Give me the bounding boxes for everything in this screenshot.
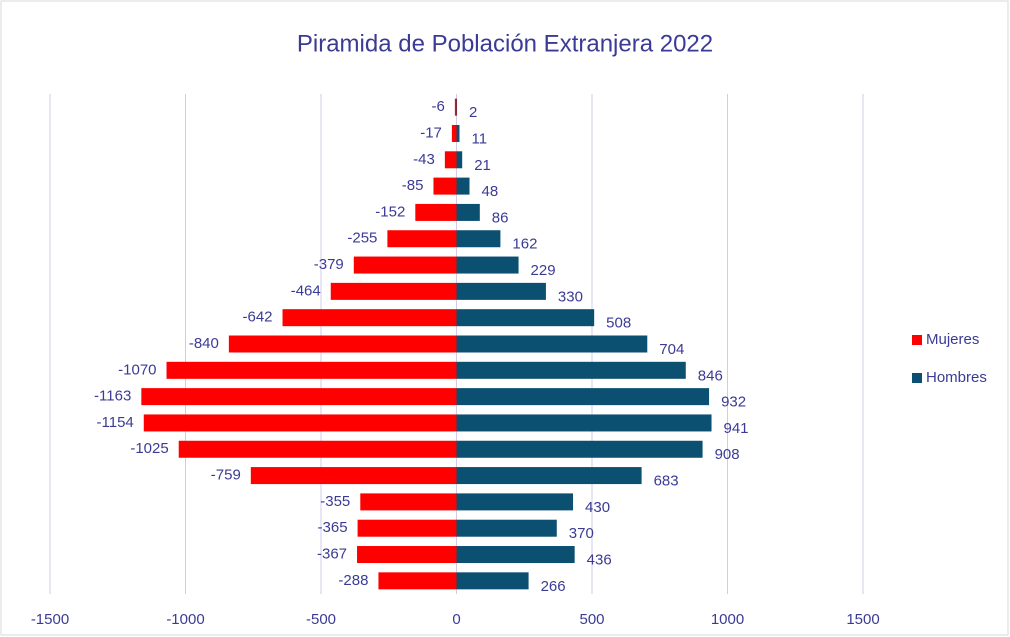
x-tick-label: -500 <box>306 611 336 628</box>
bar <box>456 203 480 221</box>
data-label: 370 <box>569 525 594 542</box>
data-label: -355 <box>320 493 350 510</box>
bar <box>387 230 457 248</box>
data-label: -379 <box>314 256 344 273</box>
bar <box>444 151 457 169</box>
x-tick-label: 500 <box>579 611 604 628</box>
bar <box>360 493 457 511</box>
data-label: 2 <box>469 104 477 121</box>
bar <box>456 98 458 116</box>
legend-swatch <box>912 335 922 345</box>
bar <box>456 124 460 142</box>
bar <box>456 572 529 590</box>
data-label: 330 <box>558 288 583 305</box>
bar <box>357 519 457 537</box>
legend-label: Hombres <box>926 369 987 386</box>
data-label: 86 <box>492 209 509 226</box>
bar <box>378 572 457 590</box>
data-label: 162 <box>512 236 537 253</box>
legend-label: Mujeres <box>926 331 979 348</box>
data-label: -840 <box>189 335 219 352</box>
data-label: -1025 <box>130 440 168 457</box>
data-label: -365 <box>318 519 348 536</box>
data-label: 48 <box>482 183 499 200</box>
bar <box>141 388 457 406</box>
bar <box>456 335 648 353</box>
bar <box>456 230 501 248</box>
x-tick-label: -1500 <box>31 611 69 628</box>
data-label: 908 <box>715 446 740 463</box>
bar <box>456 256 519 274</box>
data-label: -152 <box>375 203 405 220</box>
x-tick-label: -1000 <box>166 611 204 628</box>
data-label: -1163 <box>94 388 131 405</box>
x-tick-label: 1000 <box>711 611 744 628</box>
bar <box>456 546 575 564</box>
bar <box>456 282 546 300</box>
bar <box>330 282 457 300</box>
legend-swatch <box>912 373 922 383</box>
bar <box>456 519 557 537</box>
bar <box>456 151 463 169</box>
data-label: -464 <box>291 282 321 299</box>
bar <box>433 177 457 195</box>
data-label: 932 <box>721 394 746 411</box>
bar <box>451 124 457 142</box>
data-label: -288 <box>338 572 368 589</box>
data-label: 508 <box>606 315 631 332</box>
data-label: 683 <box>654 473 679 490</box>
bar <box>456 177 470 195</box>
data-label: -642 <box>242 309 272 326</box>
data-label: -1154 <box>97 414 134 431</box>
bar <box>456 388 710 406</box>
bar <box>353 256 457 274</box>
bar <box>415 203 457 221</box>
data-label: 11 <box>471 130 487 147</box>
bar <box>456 467 642 485</box>
bar <box>228 335 457 353</box>
x-tick-label: 1500 <box>846 611 879 628</box>
x-tick-label: 0 <box>452 611 460 628</box>
data-label: -85 <box>402 177 424 194</box>
data-label: 704 <box>659 341 684 358</box>
chart-title: Piramida de Población Extranjera 2022 <box>297 30 713 57</box>
data-label: -1070 <box>118 361 156 378</box>
bar <box>456 440 703 458</box>
data-label: -43 <box>413 151 435 168</box>
bar <box>250 467 457 485</box>
bar <box>166 361 457 379</box>
data-label: -255 <box>347 230 377 247</box>
data-label: -759 <box>211 467 241 484</box>
bar <box>178 440 457 458</box>
data-label: 436 <box>587 551 612 568</box>
bar <box>456 309 595 327</box>
data-label: -17 <box>420 124 442 141</box>
bar <box>456 493 574 511</box>
bar <box>282 309 457 327</box>
data-label: -367 <box>317 545 347 562</box>
data-label: 430 <box>585 499 610 516</box>
data-label: 266 <box>541 578 566 595</box>
bar <box>456 361 686 379</box>
data-label: 229 <box>531 262 556 279</box>
bar <box>357 546 457 564</box>
bar <box>454 98 457 116</box>
data-label: 941 <box>724 420 749 437</box>
data-label: -6 <box>432 98 445 115</box>
data-label: 21 <box>474 157 491 174</box>
bar <box>143 414 457 432</box>
data-label: 846 <box>698 367 723 384</box>
bar <box>456 414 712 432</box>
